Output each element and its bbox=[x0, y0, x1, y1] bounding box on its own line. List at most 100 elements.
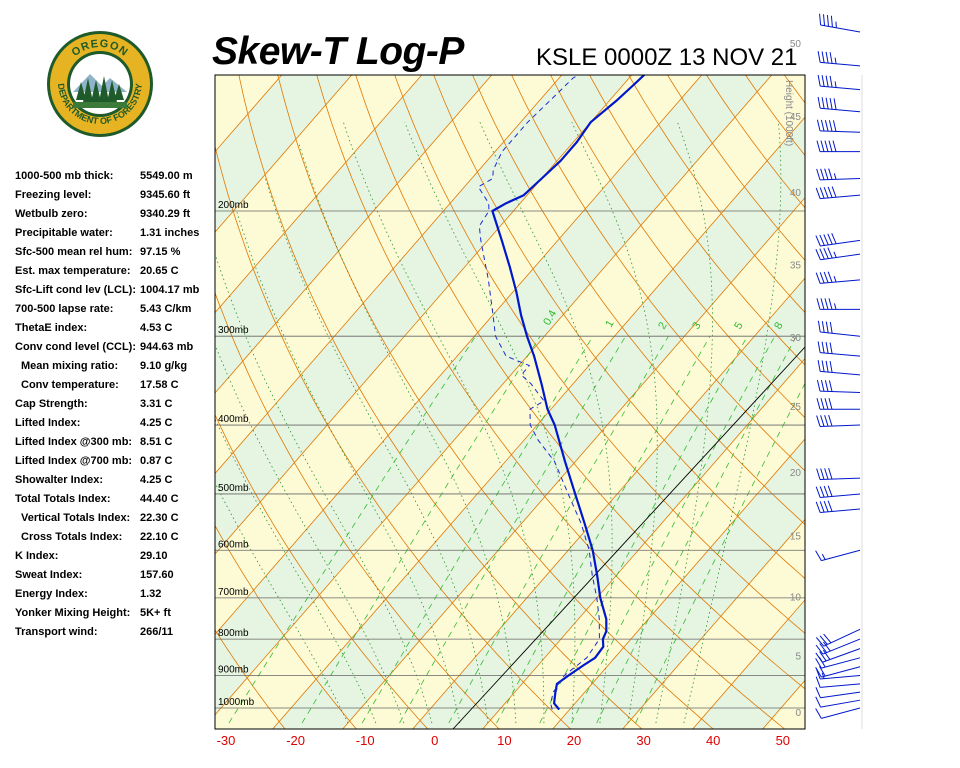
wind-barb bbox=[815, 657, 861, 669]
height-tick-label: 35 bbox=[790, 261, 802, 272]
wind-barb bbox=[815, 186, 861, 200]
wind-barb-shaft bbox=[822, 648, 861, 663]
wind-barb-flag bbox=[815, 708, 822, 719]
wind-barb-flag bbox=[829, 342, 833, 354]
wind-barb-flag bbox=[815, 249, 821, 260]
wind-barb-flag bbox=[830, 15, 833, 28]
wind-barb-flag bbox=[815, 658, 822, 669]
wind-barb-flag bbox=[820, 168, 825, 180]
moist-adiabat-line bbox=[215, 482, 349, 724]
height-tick-label: 30 bbox=[790, 333, 802, 344]
wind-barb-half-flag bbox=[821, 672, 825, 679]
stat-value: 3.31 C bbox=[140, 398, 173, 410]
wind-barb-flag bbox=[823, 485, 829, 497]
dry-adiabat-line bbox=[550, 75, 805, 419]
stat-row: 1000-500 mb thick: 5549.00 m bbox=[15, 170, 215, 189]
mixing-ratio-label: 5 bbox=[732, 320, 745, 331]
wind-barb-shaft bbox=[820, 61, 861, 67]
wind-barb-flag bbox=[815, 235, 821, 247]
temperature-tick-label: 30 bbox=[636, 733, 650, 748]
wind-barb-flag bbox=[828, 140, 833, 152]
height-tick-label: 50 bbox=[790, 39, 802, 50]
wind-barb bbox=[817, 320, 861, 337]
stat-value: 9.10 g/kg bbox=[140, 360, 188, 372]
isotherm-line bbox=[482, 357, 805, 729]
stat-label: Sfc-500 mean rel hum: bbox=[15, 246, 133, 258]
wind-barb-half-flag bbox=[821, 553, 826, 560]
wind-barb-flag bbox=[828, 468, 833, 480]
stat-label: Conv temperature: bbox=[21, 379, 119, 391]
stat-value: 5.43 C/km bbox=[140, 303, 192, 315]
wind-barb-flag bbox=[816, 398, 821, 410]
height-tick-label: 40 bbox=[790, 188, 802, 199]
wind-barb-flag bbox=[820, 298, 825, 310]
wind-barb-flag bbox=[824, 468, 829, 480]
wind-barb-flag bbox=[823, 641, 831, 652]
wind-barb-flag bbox=[820, 398, 825, 410]
wind-barb-flag bbox=[828, 168, 833, 180]
temperature-tick-label: -30 bbox=[217, 733, 236, 748]
dry-adiabat-line bbox=[805, 0, 960, 737]
wind-barb-flag bbox=[827, 186, 833, 198]
wind-barb-flag bbox=[832, 120, 837, 132]
wind-barb-flag bbox=[820, 140, 825, 152]
sounding-indices-panel: 1000-500 mb thick: 5549.00 m Freezing leve… bbox=[15, 170, 215, 645]
wind-barb bbox=[815, 687, 861, 699]
wind-barb-shaft bbox=[820, 239, 861, 247]
isotherm-line bbox=[0, 0, 210, 737]
temperature-tick-label: -20 bbox=[286, 733, 305, 748]
stat-row: Wetbulb zero: 9340.29 ft bbox=[15, 208, 215, 227]
isotherm-line bbox=[622, 518, 805, 729]
wind-barb-flag bbox=[816, 379, 821, 392]
wind-barb-flag bbox=[816, 119, 821, 132]
wind-barb bbox=[815, 668, 861, 680]
wind-barb-flag bbox=[823, 187, 829, 199]
plot-frame bbox=[214, 74, 806, 730]
wind-barb-flag bbox=[824, 380, 829, 392]
height-tick-label: 20 bbox=[790, 468, 802, 479]
oregon-forestry-logo: OREGON DEPARTMENT OF FORESTRY bbox=[47, 31, 153, 137]
stat-row: Cross Totals Index: 22.10 C bbox=[15, 531, 215, 550]
isotherm-line bbox=[0, 0, 70, 737]
stat-row: Est. max temperature: 20.65 C bbox=[15, 265, 215, 284]
wind-barb-flag bbox=[823, 633, 832, 644]
wind-barb-shaft bbox=[820, 424, 861, 427]
wind-barb-flag bbox=[815, 676, 821, 688]
stat-label: Est. max temperature: bbox=[15, 265, 131, 277]
stat-value: 0.87 C bbox=[140, 455, 173, 467]
dry-adiabat-line bbox=[628, 75, 805, 314]
wind-barb-flag bbox=[825, 342, 829, 354]
mixing-ratio-line bbox=[539, 336, 748, 724]
wind-barb-shaft bbox=[820, 85, 861, 91]
wind-barb-flag bbox=[815, 187, 821, 199]
stat-label: Showalter Index: bbox=[15, 474, 104, 486]
stat-row: Energy Index: 1.32 bbox=[15, 588, 215, 607]
wind-barb bbox=[816, 140, 860, 153]
pressure-label: 600mb bbox=[218, 539, 249, 550]
wind-barb-shaft bbox=[820, 331, 861, 337]
wind-barb bbox=[815, 648, 861, 663]
wind-barb-flag bbox=[820, 119, 825, 132]
wind-barb-flag bbox=[819, 13, 822, 26]
wind-barb-shaft bbox=[821, 666, 861, 678]
temperature-trace bbox=[491, 75, 646, 711]
stat-label: Vertical Totals Index: bbox=[21, 512, 131, 524]
temperature-tick-label: 0 bbox=[431, 733, 438, 748]
wind-barb-shaft bbox=[820, 24, 861, 33]
wind-barb-flag bbox=[833, 98, 837, 110]
wind-barb bbox=[817, 74, 861, 91]
wind-barb-flag bbox=[815, 637, 825, 647]
wind-barb-shaft bbox=[821, 707, 861, 719]
stat-label: Energy Index: bbox=[15, 588, 88, 600]
isotherm-line bbox=[215, 75, 773, 716]
wind-barb-flag bbox=[825, 321, 829, 333]
stat-label: ThetaE index: bbox=[15, 322, 88, 334]
wind-barb-flag bbox=[815, 696, 822, 708]
wind-barb-flag bbox=[829, 321, 833, 334]
stat-row: K Index: 29.10 bbox=[15, 550, 215, 569]
wind-barb-flag bbox=[823, 234, 829, 246]
wind-barb-flag bbox=[829, 52, 833, 64]
wind-barb-flag bbox=[828, 380, 833, 392]
stat-row: Conv cond level (CCL): 944.63 mb bbox=[15, 341, 215, 360]
stat-row: Conv temperature: 17.58 C bbox=[15, 379, 215, 398]
